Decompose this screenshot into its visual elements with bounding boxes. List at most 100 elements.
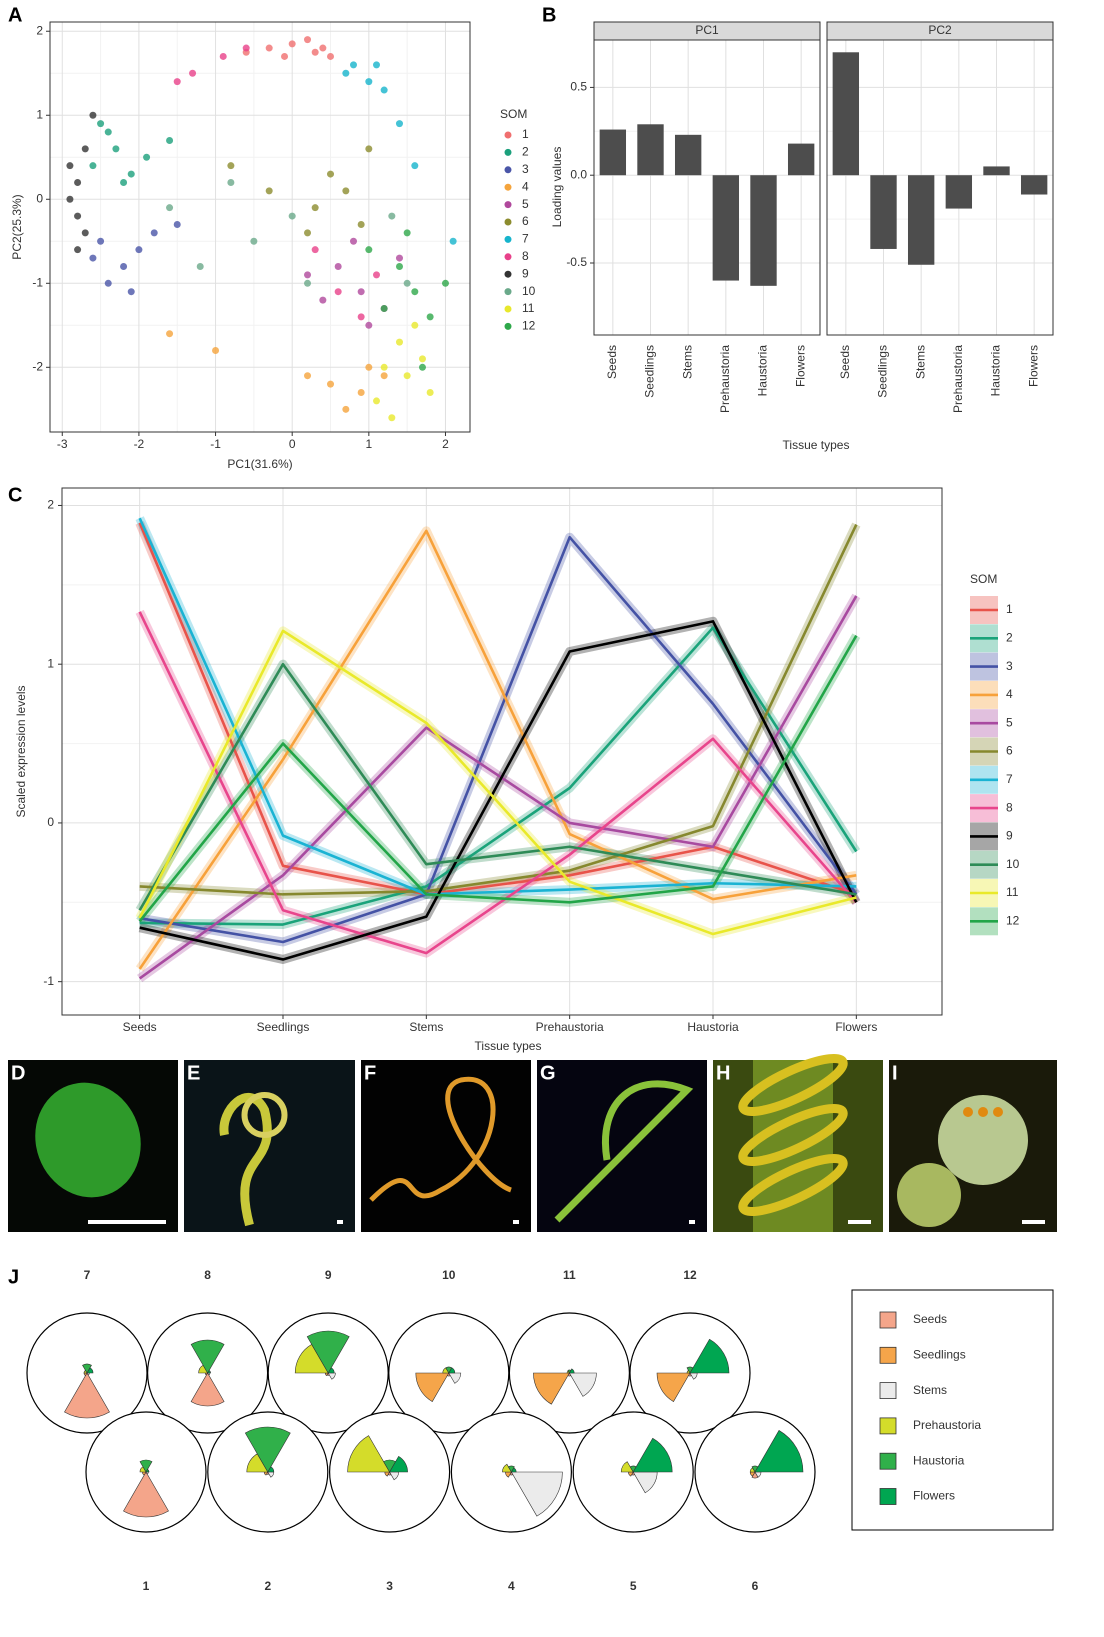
legend-label: 12 [522, 319, 536, 333]
x-tick-label: Prehaustoria [951, 345, 965, 413]
point [365, 322, 372, 329]
point [304, 372, 311, 379]
legend-swatch [505, 149, 512, 156]
point [365, 246, 372, 253]
y-tick-label: -2 [32, 359, 43, 373]
rose-label: 11 [563, 1268, 576, 1282]
x-tick-label: Prehaustoria [536, 1020, 604, 1034]
legend-swatch [505, 219, 512, 226]
point [358, 221, 365, 228]
legend-label: 2 [1006, 630, 1013, 644]
point [404, 280, 411, 287]
point [174, 221, 181, 228]
legend-label: 8 [1006, 800, 1013, 814]
y-tick-label: -1 [43, 974, 54, 988]
photo-panel: H [713, 1049, 883, 1232]
x-tick-label: Flowers [835, 1020, 877, 1034]
legend-label: Seedlings [913, 1347, 966, 1361]
point [335, 263, 342, 270]
bar [637, 124, 663, 175]
legend-swatch [505, 306, 512, 313]
y-tick-label: 0 [47, 815, 54, 829]
panel-label: G [540, 1062, 556, 1084]
y-tick-label: -1 [32, 275, 43, 289]
y-tick-label: 0.5 [570, 80, 587, 94]
legend-title: SOM [500, 107, 527, 121]
point [89, 162, 96, 169]
y-tick-label: 0 [36, 191, 43, 205]
point [388, 414, 395, 421]
bar [1021, 175, 1047, 194]
point [166, 137, 173, 144]
x-tick-label: Flowers [793, 345, 807, 387]
y-tick-label: 2 [47, 498, 54, 512]
panel-label: C [8, 484, 22, 506]
point [82, 229, 89, 236]
legend-label: 2 [522, 145, 529, 159]
legend-label: Prehaustoria [913, 1418, 981, 1432]
bar [870, 175, 896, 249]
rose-label: 8 [204, 1268, 211, 1282]
point [312, 204, 319, 211]
point [304, 271, 311, 278]
point [342, 187, 349, 194]
legend-swatch [505, 288, 512, 295]
point [105, 129, 112, 136]
legend-swatch [505, 201, 512, 208]
facet-title: PC2 [928, 23, 952, 37]
x-tick-label: Seeds [123, 1020, 157, 1034]
point [135, 246, 142, 253]
legend-swatch [880, 1383, 896, 1399]
point [74, 179, 81, 186]
x-tick-label: Seedlings [257, 1020, 310, 1034]
point [342, 406, 349, 413]
point [212, 347, 219, 354]
point [89, 255, 96, 262]
point [396, 255, 403, 262]
point [396, 263, 403, 270]
point [128, 288, 135, 295]
point [82, 145, 89, 152]
point [120, 179, 127, 186]
point [74, 213, 81, 220]
x-axis-title: Tissue types [783, 438, 850, 452]
legend-label: 7 [1006, 772, 1013, 786]
legend-swatch [880, 1453, 896, 1469]
legend-label: 3 [1006, 659, 1013, 673]
x-tick-label: Haustoria [687, 1020, 739, 1034]
plot-border [827, 40, 1053, 335]
point [289, 213, 296, 220]
legend-swatch [880, 1347, 896, 1363]
point [166, 204, 173, 211]
point [74, 246, 81, 253]
point [327, 381, 334, 388]
x-tick-label: Seeds [605, 345, 619, 379]
legend-label: 11 [522, 301, 535, 315]
photo-panel: E [184, 1060, 355, 1232]
rose-label: 7 [84, 1268, 91, 1282]
point [151, 229, 158, 236]
point [427, 313, 434, 320]
legend-label: 9 [1006, 829, 1013, 843]
bar [833, 52, 859, 175]
panel-label: A [8, 4, 22, 26]
point [396, 120, 403, 127]
legend-label: 8 [522, 249, 529, 263]
point [319, 297, 326, 304]
x-tick-label: Stems [409, 1020, 443, 1034]
y-axis-title: PC2(25.3%) [10, 194, 24, 259]
plot-border [594, 40, 820, 335]
point [327, 53, 334, 60]
point [404, 229, 411, 236]
point [243, 45, 250, 52]
legend-title: SOM [970, 572, 997, 586]
x-tick-label: 1 [365, 437, 372, 451]
anther [978, 1107, 988, 1117]
bar [788, 144, 814, 176]
point [327, 171, 334, 178]
point [289, 40, 296, 47]
anther [963, 1107, 973, 1117]
panel-label: B [542, 4, 556, 26]
point [197, 263, 204, 270]
point [304, 280, 311, 287]
